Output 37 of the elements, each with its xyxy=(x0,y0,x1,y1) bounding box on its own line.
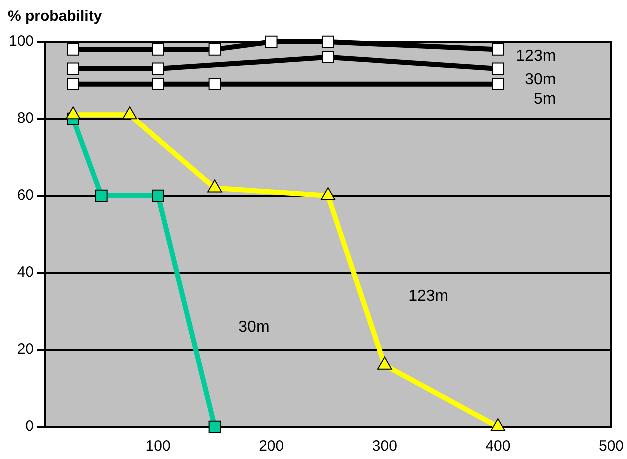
x-tick-label: 500 xyxy=(598,438,624,456)
point xyxy=(265,36,278,48)
x-tick-label: 100 xyxy=(146,438,171,456)
point xyxy=(67,78,80,91)
series-label: 30m xyxy=(525,71,556,88)
point xyxy=(67,62,80,76)
point xyxy=(492,78,504,91)
y-tick-label: 60 xyxy=(17,187,34,204)
y-tick-label: 40 xyxy=(17,264,34,282)
point xyxy=(322,51,334,64)
point xyxy=(490,418,506,432)
text: 30m xyxy=(238,318,270,336)
y-axis-title: % probability xyxy=(8,8,102,25)
point xyxy=(492,62,504,76)
y-tick-label: 0 xyxy=(26,418,34,436)
series-label: 123m xyxy=(516,48,556,66)
point xyxy=(208,78,222,91)
y-tick-label: 80 xyxy=(17,110,34,128)
point xyxy=(322,36,334,48)
point xyxy=(320,188,336,200)
point xyxy=(208,44,222,56)
point xyxy=(152,190,164,202)
point xyxy=(152,44,164,56)
x-tick-label: 300 xyxy=(372,438,398,456)
point xyxy=(67,44,80,56)
point xyxy=(208,180,222,193)
x-tick-label: 200 xyxy=(259,438,284,456)
y-tick-label: 20 xyxy=(17,341,34,358)
point xyxy=(492,44,504,56)
point xyxy=(152,62,164,76)
point xyxy=(377,356,392,370)
point xyxy=(96,190,108,202)
text: 123m xyxy=(408,288,449,306)
point xyxy=(152,78,164,91)
series-label: 5m xyxy=(534,90,556,108)
y-tick-label: 100 xyxy=(8,33,34,50)
x-tick-label: 400 xyxy=(486,438,511,456)
